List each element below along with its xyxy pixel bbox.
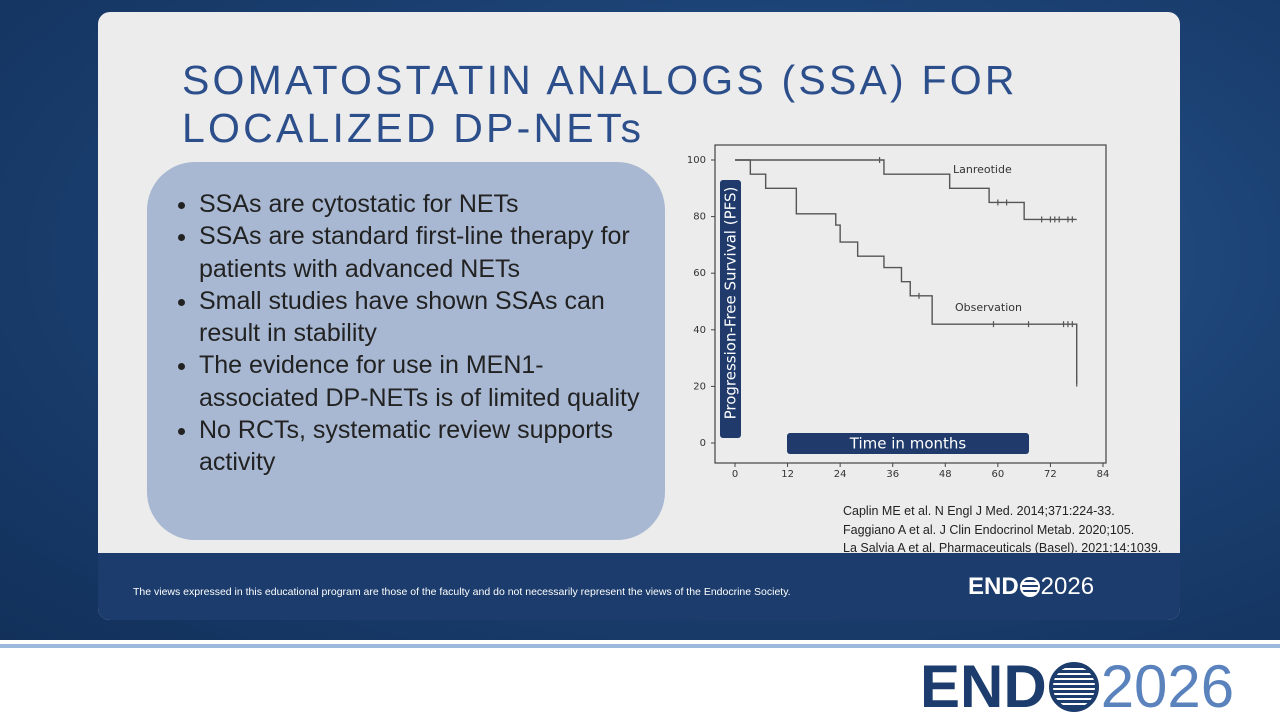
bullet: SSAs are cytostatic for NETs xyxy=(199,188,645,220)
logo: END 2026 xyxy=(920,652,1234,721)
y-tick-label: 0 xyxy=(700,438,706,449)
reference: Caplin ME et al. N Engl J Med. 2014;371:… xyxy=(843,504,1115,518)
logo-text: END xyxy=(920,653,1047,720)
y-axis-label: Progression-Free Survival (PFS) xyxy=(722,187,740,420)
divider xyxy=(0,644,1280,648)
slide-title: SOMATOSTATIN ANALOGS (SSA) FOR LOCALIZED… xyxy=(182,56,1018,152)
logo-icon xyxy=(1019,577,1040,597)
disclaimer: The views expressed in this educational … xyxy=(133,586,791,598)
logo: END 2026 xyxy=(968,573,1094,601)
reference: Faggiano A et al. J Clin Endocrinol Meta… xyxy=(843,522,1135,537)
logo-text: 2026 xyxy=(1100,653,1235,720)
logo-text: END xyxy=(968,573,1019,600)
x-tick-label: 24 xyxy=(834,469,847,480)
bullet: SSAs are standard first-line therapy for… xyxy=(199,220,645,285)
x-tick-label: 84 xyxy=(1097,469,1110,480)
references: Caplin ME et al. N Engl J Med. 2014;371:… xyxy=(843,502,1161,558)
logo-icon xyxy=(1048,661,1099,712)
x-tick-label: 36 xyxy=(886,469,899,480)
y-label-box xyxy=(720,180,741,438)
survival-curve xyxy=(735,159,1078,384)
title-line: SOMATOSTATIN ANALOGS (SSA) FOR xyxy=(182,57,1018,103)
bullet: No RCTs, systematic review supports acti… xyxy=(199,414,645,479)
x-tick-label: 12 xyxy=(781,469,794,480)
footer: The views expressed in this educational … xyxy=(98,553,1180,620)
x-tick-label: 60 xyxy=(991,469,1004,480)
y-tick-label: 100 xyxy=(687,155,706,166)
survival-curve xyxy=(735,159,1077,221)
x-axis-label: Time in months xyxy=(849,435,967,453)
bullet-box: SSAs are cytostatic for NETsSSAs are sta… xyxy=(147,162,665,540)
reference: La Salvia A et al. Pharmaceuticals (Base… xyxy=(843,541,1162,555)
x-tick-label: 0 xyxy=(732,469,738,480)
slide: SOMATOSTATIN ANALOGS (SSA) FOR LOCALIZED… xyxy=(98,12,1180,620)
bullet: The evidence for use in MEN1-associated … xyxy=(199,349,645,414)
bullet: Small studies have shown SSAs can result… xyxy=(199,285,645,350)
series-label: Observation xyxy=(955,301,1022,314)
series-label: Lanreotide xyxy=(953,163,1012,176)
y-tick-label: 20 xyxy=(693,381,706,392)
y-tick-label: 60 xyxy=(693,268,706,279)
x-tick-label: 48 xyxy=(939,469,952,480)
x-tick-label: 72 xyxy=(1044,469,1057,480)
plot-frame xyxy=(714,144,1107,464)
x-label-box xyxy=(787,433,1029,454)
logo-text: 2026 xyxy=(1040,573,1095,600)
y-tick-label: 80 xyxy=(693,212,706,223)
bullet-list: SSAs are cytostatic for NETsSSAs are sta… xyxy=(147,162,665,479)
title-line: LOCALIZED DP-NETs xyxy=(182,105,645,151)
y-tick-label: 40 xyxy=(693,325,706,336)
